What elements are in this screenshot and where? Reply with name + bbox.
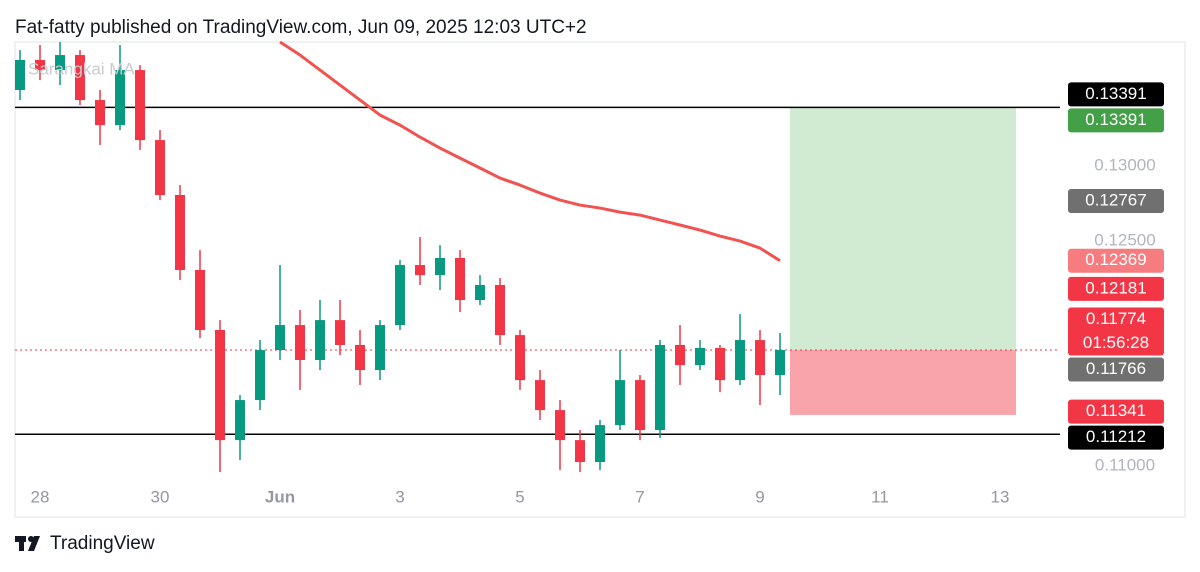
candle-body xyxy=(455,258,465,300)
x-tick-label: 9 xyxy=(755,487,764,506)
candle-body xyxy=(235,400,245,441)
price-label-box xyxy=(1068,307,1164,356)
price-label: 0.11774 xyxy=(1086,309,1146,328)
candle-body xyxy=(355,345,365,371)
candle-body xyxy=(535,380,545,411)
y-tick-label: 0.13000 xyxy=(1094,156,1155,175)
candle-body xyxy=(555,410,565,441)
candle-body xyxy=(195,270,205,330)
countdown: 01:56:28 xyxy=(1083,333,1149,352)
price-label-box xyxy=(1068,189,1164,213)
price-axis: 0.110000.120000.125000.130000.133910.133… xyxy=(1068,82,1164,475)
candle-body xyxy=(55,55,65,71)
price-label: 0.11341 xyxy=(1086,401,1146,420)
candle-body xyxy=(295,325,305,360)
candle-body xyxy=(35,60,45,71)
candle-body xyxy=(375,325,385,371)
candle-body xyxy=(115,70,125,126)
candle-body xyxy=(395,265,405,326)
x-tick-label: 5 xyxy=(515,487,524,506)
candle-body xyxy=(695,348,705,366)
x-tick-label: Jun xyxy=(265,487,295,506)
logo-slash xyxy=(28,536,40,551)
candle-body xyxy=(755,340,765,375)
candle-body xyxy=(215,330,225,441)
candle-body xyxy=(615,380,625,426)
candle-body xyxy=(335,320,345,345)
candle-body xyxy=(275,325,285,351)
candle-body xyxy=(675,345,685,366)
price-label: 0.13391 xyxy=(1085,110,1146,129)
candle-body xyxy=(75,55,85,101)
loss-zone xyxy=(790,349,1016,415)
price-label-box xyxy=(1068,399,1164,424)
profit-zone xyxy=(790,107,1016,350)
candle-body xyxy=(415,265,425,276)
x-tick-label: 30 xyxy=(151,487,170,506)
price-label-box xyxy=(1068,276,1164,301)
price-label: 0.12369 xyxy=(1085,250,1146,269)
candle-body xyxy=(595,425,605,462)
candle-body xyxy=(575,440,585,462)
candle-body xyxy=(15,60,25,90)
candle-body xyxy=(135,70,145,141)
candle-body xyxy=(475,285,485,300)
price-label-box xyxy=(1068,108,1164,133)
price-label: 0.12767 xyxy=(1085,190,1146,209)
attribution: Fat-fatty published on TradingView.com, … xyxy=(15,17,587,38)
x-tick-label: 11 xyxy=(871,487,889,506)
x-tick-label: 3 xyxy=(395,487,404,506)
candle-body xyxy=(155,140,165,195)
price-label-box xyxy=(1068,425,1164,450)
candle-body xyxy=(515,335,525,381)
candle-body xyxy=(715,348,725,381)
logo xyxy=(15,536,40,551)
candle-body xyxy=(315,320,325,360)
plot-area xyxy=(15,40,1060,473)
brand: TradingView xyxy=(50,533,155,554)
candle-body xyxy=(255,350,265,401)
x-tick-label: 28 xyxy=(31,487,50,506)
indicator-legend: Sarangkai MA xyxy=(28,59,135,78)
candle-body xyxy=(775,349,785,375)
candle-body xyxy=(495,285,505,336)
y-tick-label: 0.12500 xyxy=(1094,231,1155,250)
frame xyxy=(14,41,1186,518)
logo-stem xyxy=(19,536,24,551)
price-label-box xyxy=(1068,248,1164,273)
candle-body xyxy=(635,380,645,431)
candle-body xyxy=(175,195,185,270)
candle-body xyxy=(95,100,105,126)
x-tick-label: 7 xyxy=(635,487,644,506)
candle-body xyxy=(735,340,745,381)
y-tick-label: 0.11000 xyxy=(1095,456,1155,475)
candle-body xyxy=(655,345,665,431)
price-label: 0.11766 xyxy=(1086,359,1146,378)
price-label-box xyxy=(1068,357,1164,382)
candle-body xyxy=(435,258,445,276)
price-label: 0.11212 xyxy=(1086,427,1146,446)
price-label: 0.13391 xyxy=(1085,84,1146,103)
price-label: 0.12181 xyxy=(1085,278,1146,297)
x-tick-label: 13 xyxy=(991,487,1010,506)
price-label-box xyxy=(1068,82,1164,107)
line-series xyxy=(279,40,781,262)
